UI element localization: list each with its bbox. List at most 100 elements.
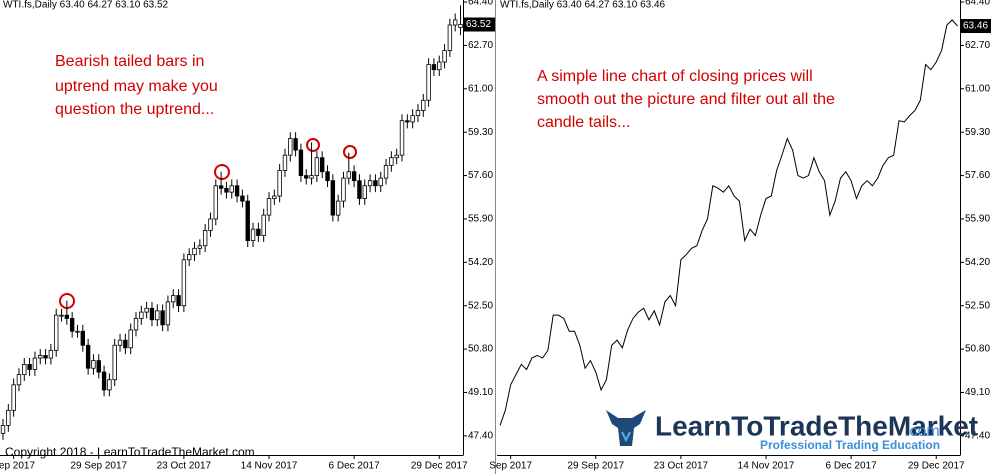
candle-body <box>298 149 304 176</box>
candle-body <box>155 310 160 321</box>
candle-body <box>101 371 107 391</box>
x-tick-label: 14 Nov 2017 <box>738 461 795 472</box>
candle-body <box>346 171 351 179</box>
candle-body <box>117 339 123 346</box>
y-tick-label: 50.80 <box>965 344 990 355</box>
annotation-line: question the uptrend... <box>55 101 214 118</box>
last-price-label: 63.52 <box>466 19 491 30</box>
last-price-box <box>961 19 991 34</box>
logo-bull <box>606 410 646 446</box>
logo: LearnToTradeTheMarket .com Professional … <box>600 402 978 454</box>
candle-body <box>250 228 256 242</box>
candle-body <box>383 164 389 179</box>
candle-body <box>335 200 341 216</box>
candle-body <box>176 295 181 307</box>
y-tick-label: 52.50 <box>965 300 990 311</box>
x-tick-label: 29 Sep 2017 <box>70 461 127 472</box>
y-tick-label: 50.80 <box>468 344 493 355</box>
y-tick-label: 57.60 <box>468 170 493 181</box>
candle-body <box>213 185 218 220</box>
left-header: WTI.fs,Daily 63.40 64.27 63.10 63.52 <box>3 0 169 11</box>
y-tick-label: 59.30 <box>468 127 493 138</box>
candle-body <box>309 175 314 179</box>
candle-body <box>351 171 357 182</box>
candle-body <box>421 99 426 111</box>
candle-body <box>171 295 176 303</box>
x-tick-label: 29 Dec 2017 <box>908 461 965 472</box>
candle-body <box>442 50 447 63</box>
logo-name: LearnToTradeTheMarket <box>655 410 978 441</box>
candle-body <box>399 120 405 156</box>
annotation-line: candle tails... <box>537 114 630 131</box>
candle-body <box>357 180 362 199</box>
candle-body <box>224 187 229 193</box>
candle-body <box>458 24 463 28</box>
candle-body <box>96 360 101 373</box>
x-tick-label: 23 Oct 2017 <box>654 461 709 472</box>
candle-body <box>256 228 261 236</box>
candle-body <box>160 310 165 326</box>
candle-body <box>426 64 431 101</box>
y-tick-label: 54.20 <box>965 257 990 268</box>
x-tick-label: 6 Dec 2017 <box>329 461 381 472</box>
candle-body <box>69 318 75 332</box>
x-tick-label: 29 Dec 2017 <box>411 461 468 472</box>
highlight-circle <box>214 164 230 180</box>
x-tick-label: Sep 2017 <box>0 461 35 472</box>
candle-body <box>38 355 43 359</box>
y-tick-label: 61.00 <box>965 83 990 94</box>
y-tick-label: 54.20 <box>468 257 493 268</box>
y-tick-label: 47.40 <box>468 431 493 442</box>
candle-body <box>64 314 70 319</box>
y-tick-label: 49.10 <box>468 387 493 398</box>
copyright: Copyright 2018 - LearnToTradeTheMarket.c… <box>5 445 255 459</box>
candle-body <box>378 177 383 187</box>
candle-body <box>208 218 213 231</box>
candle-body <box>437 61 442 71</box>
close-line <box>499 19 958 426</box>
right-header: WTI.fs,Daily 63.40 64.27 63.10 63.46 <box>500 0 666 11</box>
candle-body <box>59 314 64 317</box>
candle-body <box>405 120 410 123</box>
annotation-line: smooth out the picture and filter out al… <box>537 91 835 108</box>
x-tick-label: 29 Sep 2017 <box>567 461 624 472</box>
candle-body <box>75 330 80 333</box>
logo-bull-detail <box>621 431 631 443</box>
candle-body <box>197 245 203 249</box>
y-tick-label: 62.70 <box>468 40 493 51</box>
candle-body <box>234 185 240 197</box>
candle-body <box>85 344 91 369</box>
x-tick-label: Sep 2017 <box>489 461 532 472</box>
candle-body <box>186 254 192 261</box>
candle-body <box>149 307 155 321</box>
logo-background <box>600 402 955 454</box>
last-price-box <box>464 17 495 32</box>
candle-body <box>240 195 245 202</box>
last-price-label: 63.46 <box>963 21 988 32</box>
candle-body <box>133 318 139 331</box>
candle-body <box>48 349 54 359</box>
candle-body <box>431 64 437 71</box>
candle-body <box>288 138 293 156</box>
candle-body <box>192 247 197 256</box>
candle-body <box>452 19 458 26</box>
y-tick-label: 59.30 <box>965 127 990 138</box>
candle-body <box>80 330 85 346</box>
candle-body <box>229 185 234 193</box>
logo-suffix: .com <box>905 423 940 440</box>
candle-body <box>314 157 320 176</box>
candle-body <box>144 307 149 313</box>
candle-body <box>293 138 298 151</box>
candle-body <box>128 329 133 349</box>
y-tick-label: 64.40 <box>965 0 990 8</box>
annotation-line: Bearish tailed bars in <box>55 53 204 70</box>
candle-body <box>245 200 250 242</box>
annotation-line: A simple line chart of closing prices wi… <box>537 68 813 85</box>
candle-body <box>27 364 32 370</box>
candle-body <box>373 180 378 187</box>
candle-body <box>394 154 399 159</box>
candle-body <box>107 379 112 391</box>
candle-body <box>6 409 11 426</box>
annotation-line: uptrend may make you <box>55 78 218 95</box>
